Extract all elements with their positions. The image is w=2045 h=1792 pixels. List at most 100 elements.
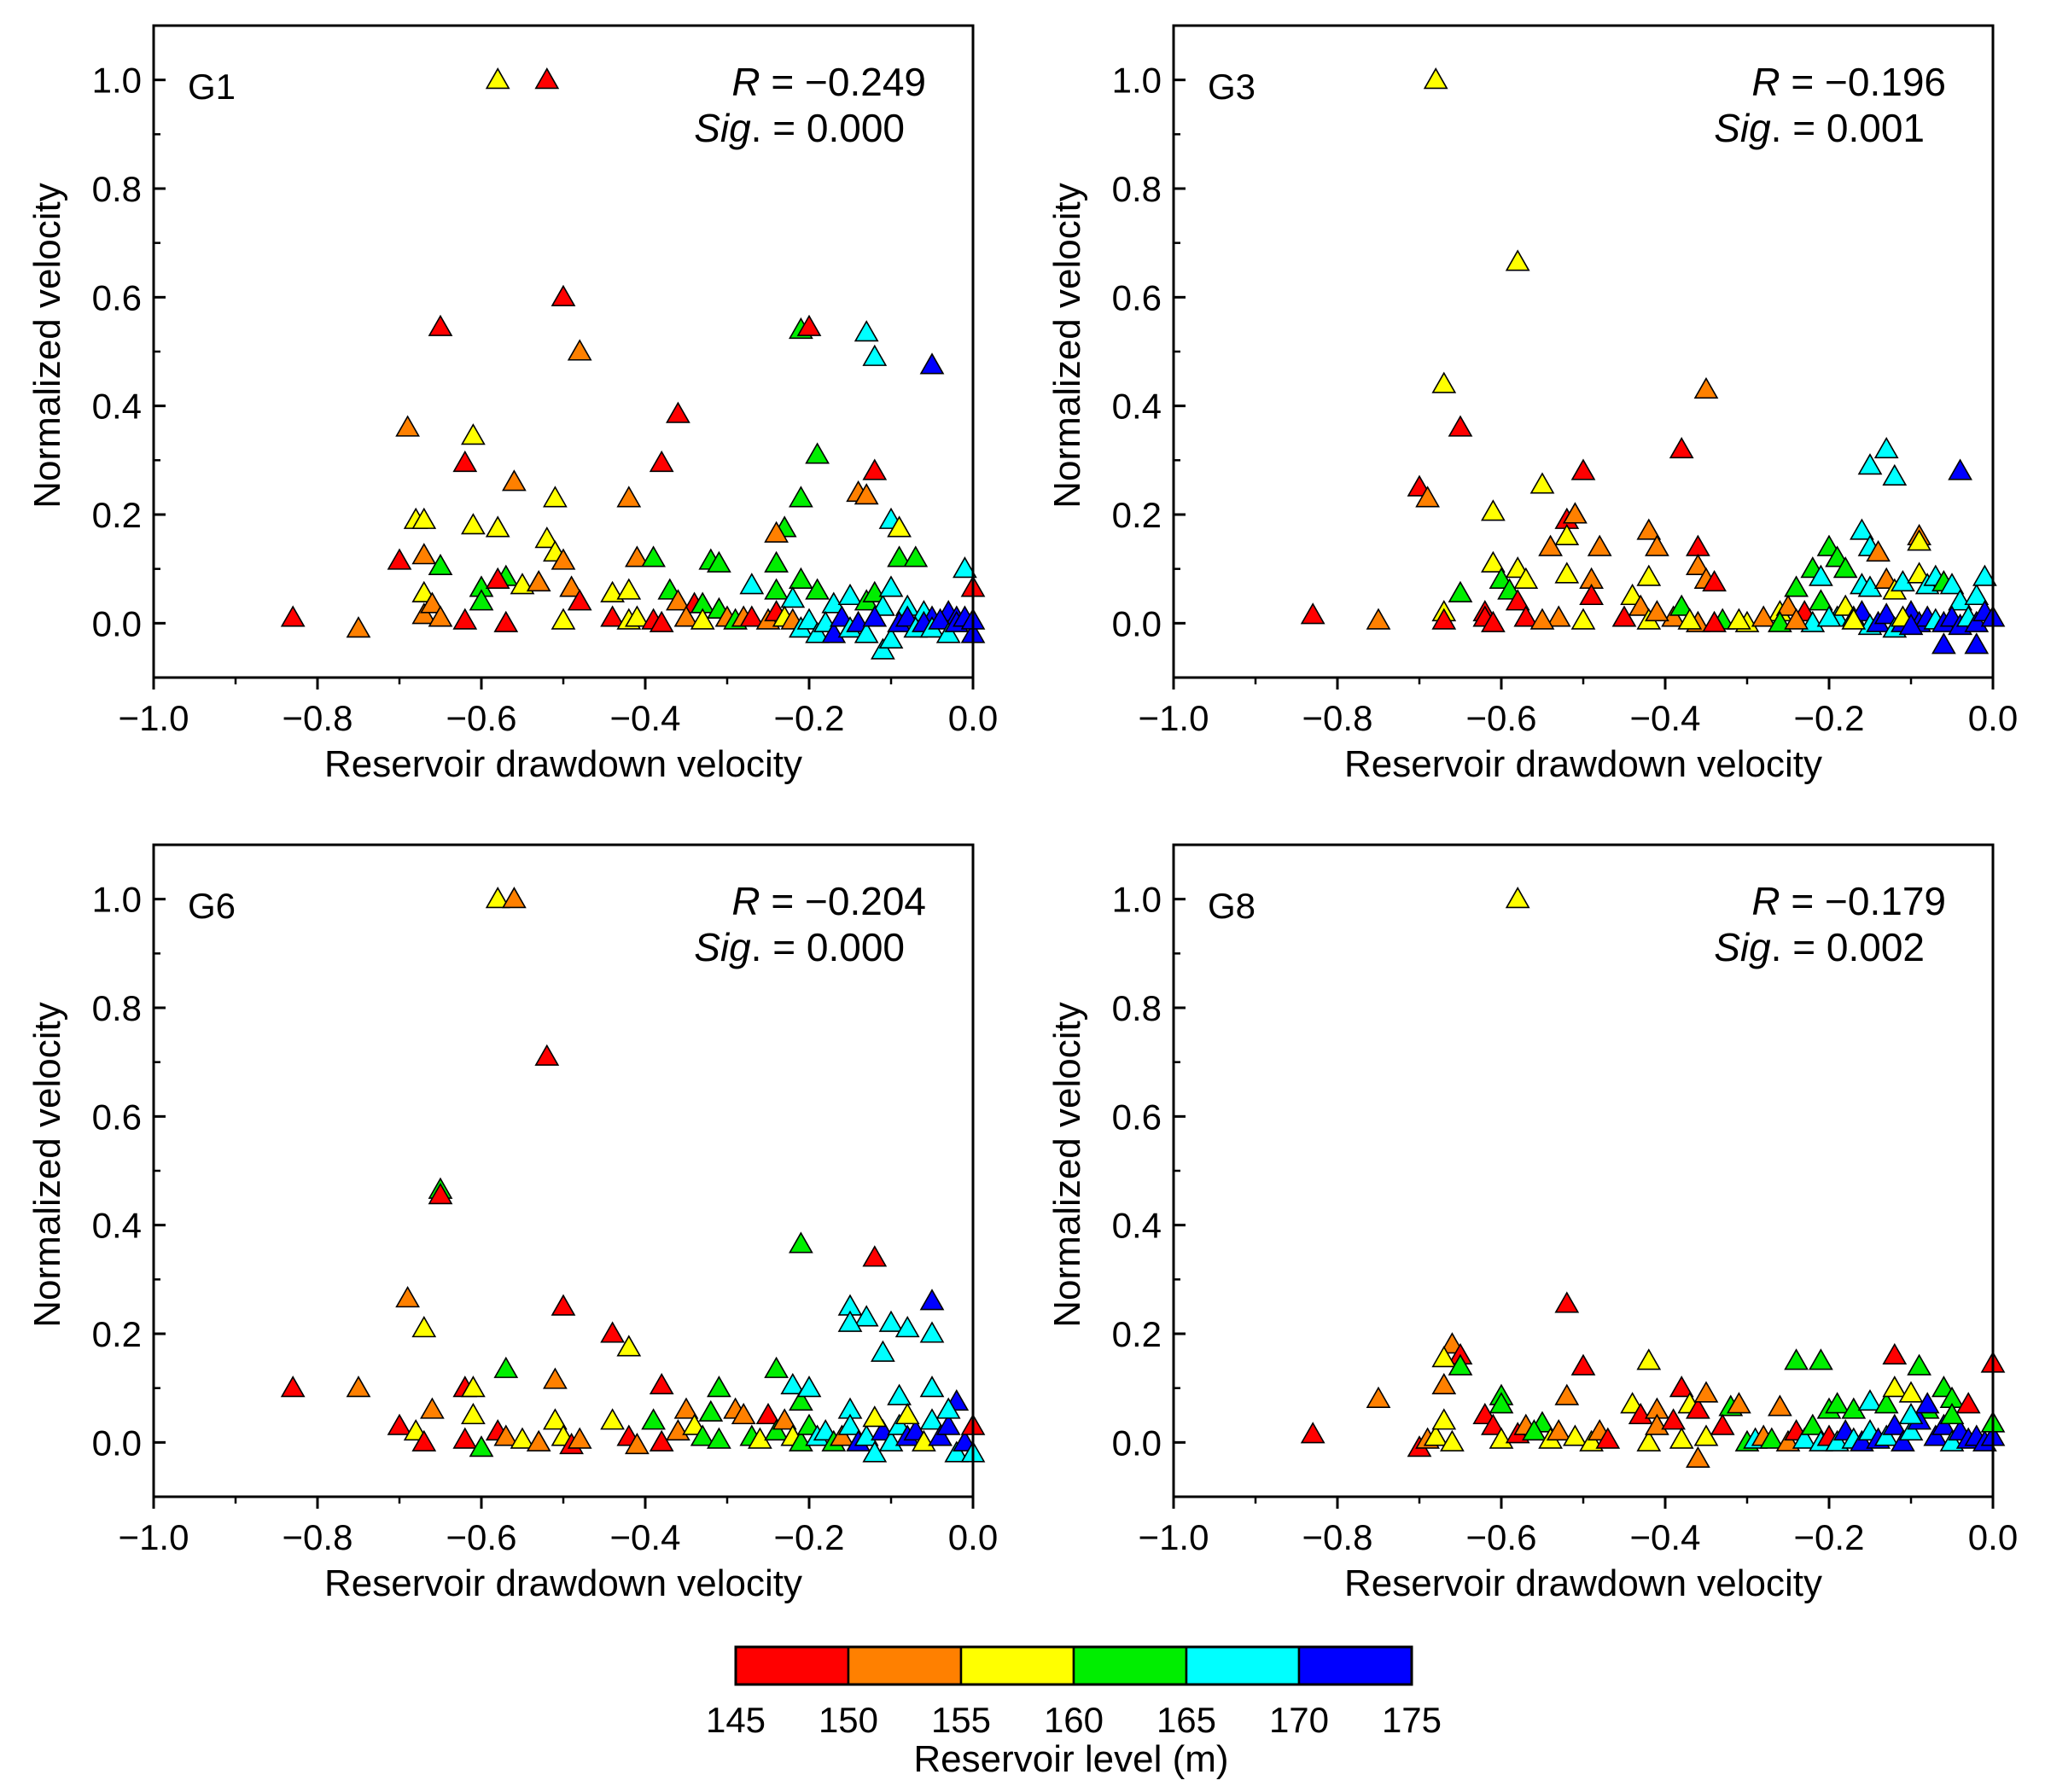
y-tick-label: 0.8 [1112, 988, 1162, 1028]
data-point-triangle [625, 605, 650, 627]
data-point-triangle [616, 1335, 642, 1357]
x-tick-label: −1.0 [1139, 1517, 1209, 1557]
data-point-triangle [1546, 605, 1571, 627]
x-tick-label: −0.6 [446, 1517, 517, 1557]
data-point-triangle [1538, 534, 1563, 556]
x-tick-label: 0.0 [948, 1517, 998, 1557]
scatter-panel-g8: G8 R = −0.179 Sig. = 0.002 Normalized ve… [1046, 843, 2018, 1604]
data-point-triangle [1554, 561, 1580, 584]
data-point-triangle [1857, 1388, 1883, 1411]
data-point-triangle [1645, 599, 1669, 622]
y-tick-label: 0.2 [92, 1314, 142, 1354]
data-point-triangle [1423, 1424, 1448, 1446]
data-point-triangle [862, 458, 888, 480]
data-point-triangle [1686, 1397, 1710, 1419]
data-point-triangle [1570, 458, 1596, 480]
data-point-triangle [600, 605, 625, 627]
y-tick-label: 0.0 [1112, 603, 1162, 643]
statistic-r: R = −0.249 [731, 60, 926, 104]
data-point-triangle [420, 591, 445, 614]
panel-label: G3 [1208, 67, 1256, 107]
panel-label: G8 [1208, 886, 1256, 926]
data-point-triangle [616, 578, 642, 600]
data-point-triangle [739, 605, 765, 627]
statistic-r: R = −0.204 [731, 879, 926, 923]
data-point-triangle [510, 1427, 535, 1449]
y-tick-label: 0.6 [92, 1097, 142, 1137]
data-point-triangle [485, 515, 510, 538]
data-point-triangle [420, 1397, 445, 1419]
data-point-triangle [1873, 602, 1899, 625]
data-point-triangle [780, 586, 806, 608]
data-point-triangle [1489, 1392, 1514, 1414]
data-point-triangle [871, 1340, 895, 1362]
data-point-triangle [1898, 613, 1924, 636]
data-point-triangle [928, 1424, 953, 1446]
y-tick-label: 1.0 [1112, 61, 1162, 101]
data-point-triangle [1825, 1392, 1850, 1414]
data-point-triangle [1431, 371, 1457, 393]
data-points [280, 887, 986, 1463]
data-point-triangle [698, 1399, 724, 1422]
data-point-triangle [625, 1432, 650, 1455]
colorbar-tick-label: 175 [1382, 1700, 1442, 1740]
data-point-triangle [485, 567, 510, 589]
data-point-triangle [346, 1376, 371, 1398]
data-point-triangle [493, 610, 519, 632]
data-point-triangle [1481, 499, 1506, 521]
data-point-triangle [625, 545, 650, 567]
data-point-triangle [764, 1418, 789, 1441]
colorbar-tick-label: 155 [931, 1700, 991, 1740]
data-point-triangle [1751, 605, 1776, 627]
data-point-triangle [1873, 436, 1899, 459]
data-point-triangle [461, 513, 486, 535]
data-point-triangle [1440, 1429, 1465, 1452]
data-point-triangle [935, 621, 961, 643]
data-point-triangle [1669, 1427, 1694, 1449]
y-axis-label: Normalized velocity [26, 1002, 68, 1327]
statistic-sig: Sig. = 0.000 [694, 925, 905, 969]
data-point-triangle [1686, 534, 1710, 556]
data-point-triangle [789, 567, 813, 589]
data-point-triangle [1964, 632, 1990, 655]
colorbar-segment [1297, 1645, 1413, 1686]
y-tick-label: 0.0 [92, 1423, 142, 1463]
data-point-triangle [1882, 1376, 1908, 1398]
y-axis-label: Normalized velocity [1046, 1002, 1088, 1327]
y-tick-label: 0.4 [1112, 1206, 1162, 1246]
data-point-triangle [649, 1429, 674, 1452]
data-point-triangle [1587, 534, 1612, 556]
data-point-triangle [707, 1427, 731, 1449]
data-point-triangle [1857, 453, 1883, 475]
data-point-triangle [1939, 1402, 1965, 1425]
x-tick-label: −1.0 [119, 698, 189, 738]
data-point-triangle [805, 578, 830, 600]
data-point-triangle [543, 1408, 568, 1430]
data-point-triangle [1661, 1408, 1686, 1430]
data-point-triangle [878, 1310, 904, 1332]
data-point-triangle [543, 1367, 568, 1389]
data-point-triangle [1816, 605, 1842, 627]
data-point-triangle [919, 1408, 945, 1430]
data-point-triangle [666, 401, 690, 423]
colorbar-segment [847, 1645, 963, 1686]
data-point-triangle [1891, 1429, 1915, 1452]
data-point-triangle [1669, 594, 1694, 616]
data-point-triangle [1529, 608, 1555, 630]
data-point-triangle [1579, 583, 1604, 606]
data-point-triangle [887, 545, 912, 567]
data-point-triangle [854, 621, 879, 643]
y-tick-label: 0.4 [1112, 387, 1162, 427]
data-point-triangle [878, 626, 904, 649]
colorbar-tick-label: 165 [1157, 1700, 1216, 1740]
statistic-sig: Sig. = 0.000 [694, 106, 905, 150]
data-point-triangle [510, 573, 535, 595]
data-point-triangle [1563, 502, 1588, 524]
data-point-triangle [616, 486, 642, 508]
data-point-triangle [1800, 1413, 1826, 1435]
data-point-triangle [1792, 1427, 1817, 1449]
statistic-sig: Sig. = 0.002 [1714, 925, 1925, 969]
panel-label: G1 [188, 67, 236, 107]
y-tick-label: 1.0 [92, 880, 142, 920]
